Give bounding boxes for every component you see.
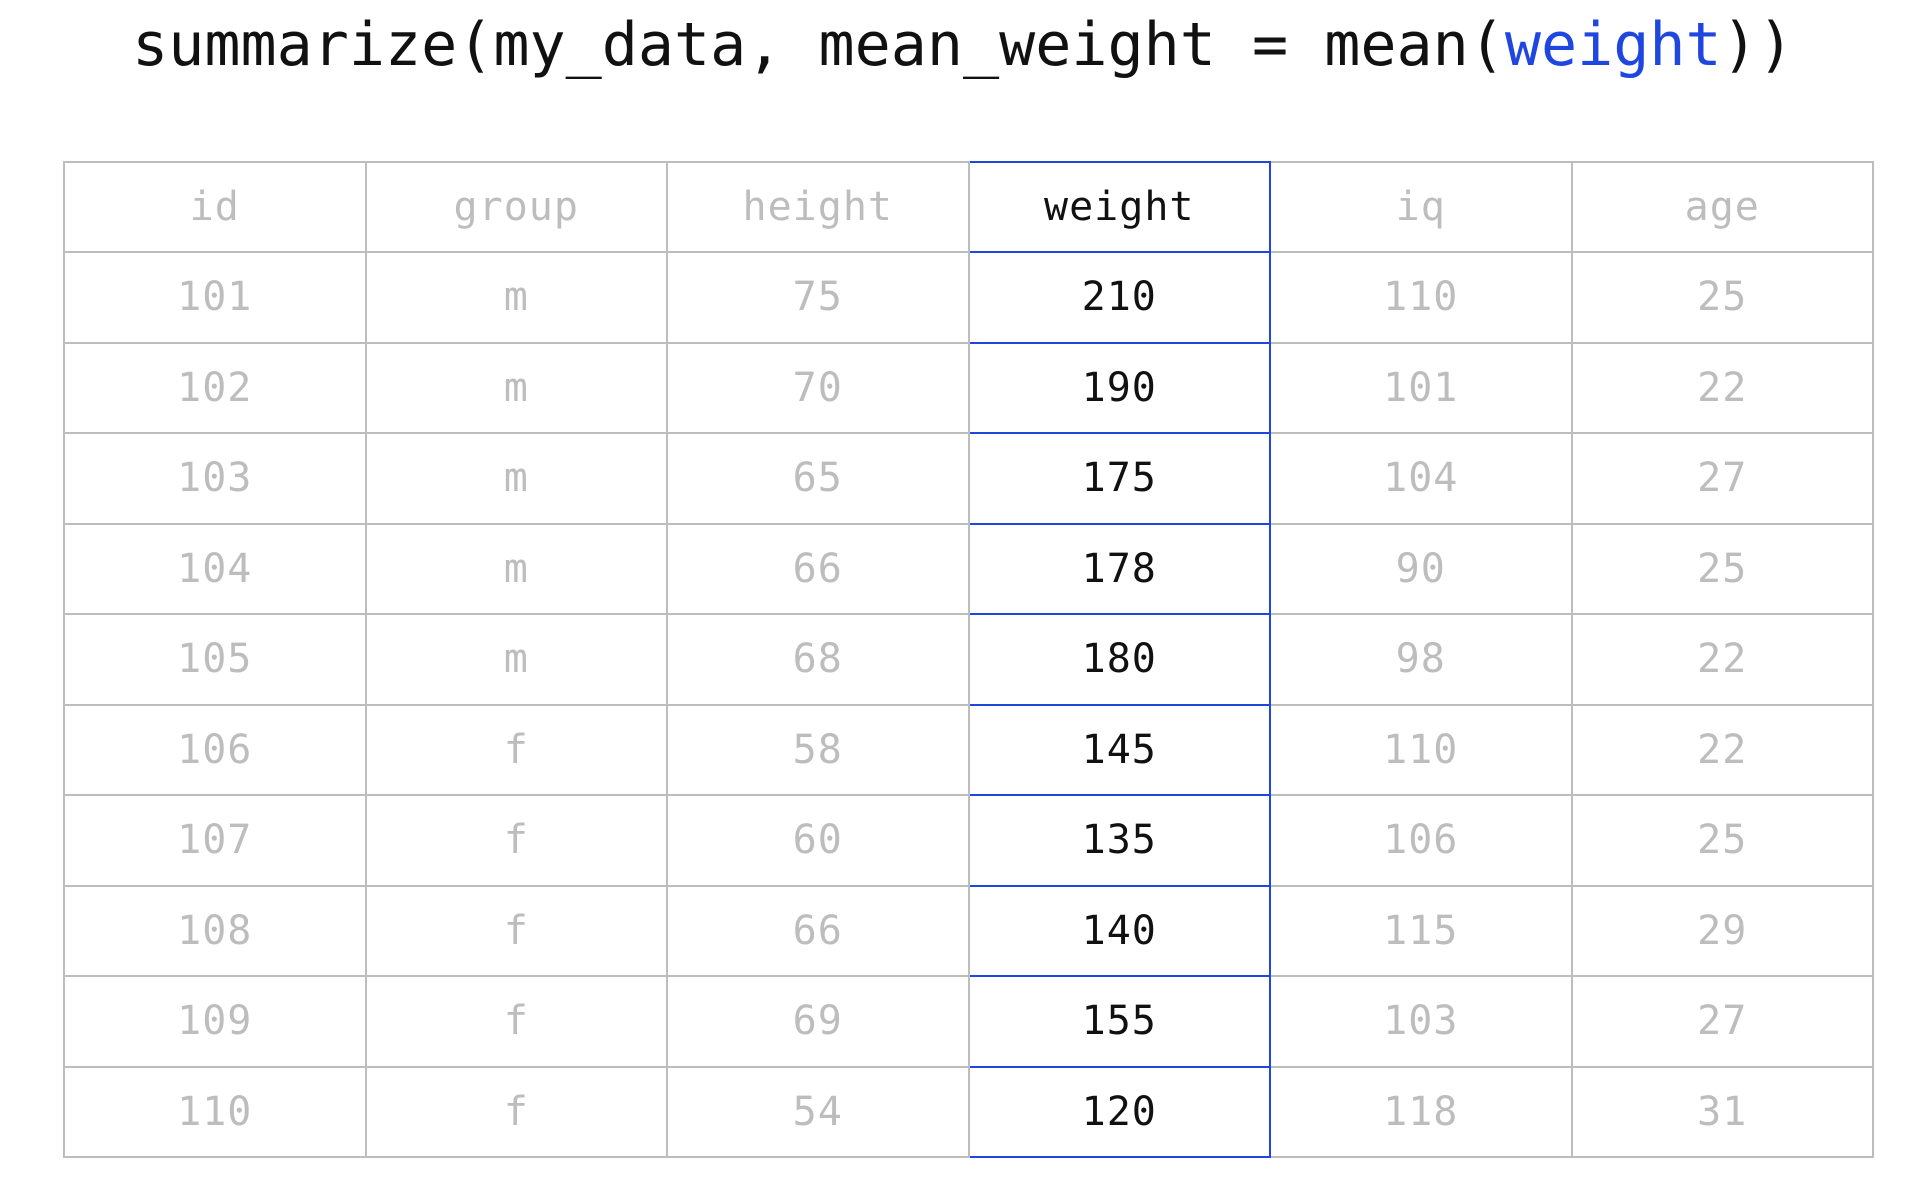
table-row: 103 m 65 175 104 27 bbox=[63, 432, 1874, 525]
cell-weight: 120 bbox=[967, 1065, 1271, 1158]
cell-iq: 104 bbox=[1269, 432, 1573, 525]
cell-age: 22 bbox=[1570, 703, 1874, 796]
cell-weight: 180 bbox=[967, 613, 1271, 706]
cell-iq: 103 bbox=[1269, 975, 1573, 1068]
cell-height: 58 bbox=[666, 703, 970, 796]
table-row: 107 f 60 135 106 25 bbox=[63, 794, 1874, 887]
cell-weight: 178 bbox=[967, 522, 1271, 615]
column-header-weight: weight bbox=[967, 161, 1271, 253]
table-row: 110 f 54 120 118 31 bbox=[63, 1065, 1874, 1158]
cell-weight: 145 bbox=[967, 703, 1271, 796]
cell-weight: 190 bbox=[967, 341, 1271, 434]
cell-age: 27 bbox=[1570, 975, 1874, 1068]
cell-group: m bbox=[364, 432, 668, 525]
column-header-group: group bbox=[364, 161, 668, 253]
data-table: id group height weight iq age 101 m 75 210 110 25 1… bbox=[63, 161, 1874, 1158]
cell-group: m bbox=[364, 251, 668, 344]
table-row: 101 m 75 210 110 25 bbox=[63, 251, 1874, 344]
table-row: 104 m 66 178 90 25 bbox=[63, 522, 1874, 615]
cell-id: 105 bbox=[63, 613, 367, 706]
cell-height: 65 bbox=[666, 432, 970, 525]
column-header-iq: iq bbox=[1269, 161, 1573, 253]
cell-group: m bbox=[364, 613, 668, 706]
cell-iq: 115 bbox=[1269, 884, 1573, 977]
cell-group: f bbox=[364, 884, 668, 977]
code-suffix: )) bbox=[1721, 10, 1794, 80]
column-header-id: id bbox=[63, 161, 367, 253]
cell-age: 22 bbox=[1570, 341, 1874, 434]
cell-height: 60 bbox=[666, 794, 970, 887]
cell-id: 104 bbox=[63, 522, 367, 615]
cell-iq: 90 bbox=[1269, 522, 1573, 615]
table-header-row: id group height weight iq age bbox=[63, 161, 1874, 253]
cell-height: 54 bbox=[666, 1065, 970, 1158]
cell-iq: 101 bbox=[1269, 341, 1573, 434]
cell-age: 25 bbox=[1570, 251, 1874, 344]
cell-group: f bbox=[364, 703, 668, 796]
cell-id: 102 bbox=[63, 341, 367, 434]
cell-age: 27 bbox=[1570, 432, 1874, 525]
cell-id: 107 bbox=[63, 794, 367, 887]
cell-group: m bbox=[364, 522, 668, 615]
cell-iq: 98 bbox=[1269, 613, 1573, 706]
cell-iq: 106 bbox=[1269, 794, 1573, 887]
cell-group: f bbox=[364, 794, 668, 887]
cell-height: 66 bbox=[666, 884, 970, 977]
column-header-height: height bbox=[666, 161, 970, 253]
cell-id: 103 bbox=[63, 432, 367, 525]
cell-id: 110 bbox=[63, 1065, 367, 1158]
cell-weight: 140 bbox=[967, 884, 1271, 977]
cell-weight: 175 bbox=[967, 432, 1271, 525]
cell-height: 68 bbox=[666, 613, 970, 706]
cell-age: 22 bbox=[1570, 613, 1874, 706]
cell-id: 109 bbox=[63, 975, 367, 1068]
table-row: 108 f 66 140 115 29 bbox=[63, 884, 1874, 977]
table-body: 101 m 75 210 110 25 102 m 70 190 101 22 103 m 65 175 104… bbox=[63, 251, 1874, 1158]
cell-height: 66 bbox=[666, 522, 970, 615]
cell-group: m bbox=[364, 341, 668, 434]
cell-group: f bbox=[364, 975, 668, 1068]
cell-id: 101 bbox=[63, 251, 367, 344]
cell-id: 106 bbox=[63, 703, 367, 796]
cell-height: 75 bbox=[666, 251, 970, 344]
table-row: 106 f 58 145 110 22 bbox=[63, 703, 1874, 796]
cell-group: f bbox=[364, 1065, 668, 1158]
cell-iq: 110 bbox=[1269, 251, 1573, 344]
cell-age: 31 bbox=[1570, 1065, 1874, 1158]
table-row: 109 f 69 155 103 27 bbox=[63, 975, 1874, 1068]
table-row: 105 m 68 180 98 22 bbox=[63, 613, 1874, 706]
cell-weight: 155 bbox=[967, 975, 1271, 1068]
cell-height: 69 bbox=[666, 975, 970, 1068]
cell-height: 70 bbox=[666, 341, 970, 434]
code-prefix: summarize(my_data, mean_weight = mean( bbox=[132, 10, 1505, 80]
cell-age: 25 bbox=[1570, 794, 1874, 887]
cell-weight: 210 bbox=[967, 251, 1271, 344]
table-row: 102 m 70 190 101 22 bbox=[63, 341, 1874, 434]
code-expression: summarize(my_data, mean_weight = mean(we… bbox=[0, 0, 1926, 90]
column-header-age: age bbox=[1570, 161, 1874, 253]
code-highlight-argument: weight bbox=[1504, 10, 1722, 80]
cell-weight: 135 bbox=[967, 794, 1271, 887]
cell-iq: 110 bbox=[1269, 703, 1573, 796]
cell-age: 29 bbox=[1570, 884, 1874, 977]
cell-id: 108 bbox=[63, 884, 367, 977]
cell-age: 25 bbox=[1570, 522, 1874, 615]
cell-iq: 118 bbox=[1269, 1065, 1573, 1158]
